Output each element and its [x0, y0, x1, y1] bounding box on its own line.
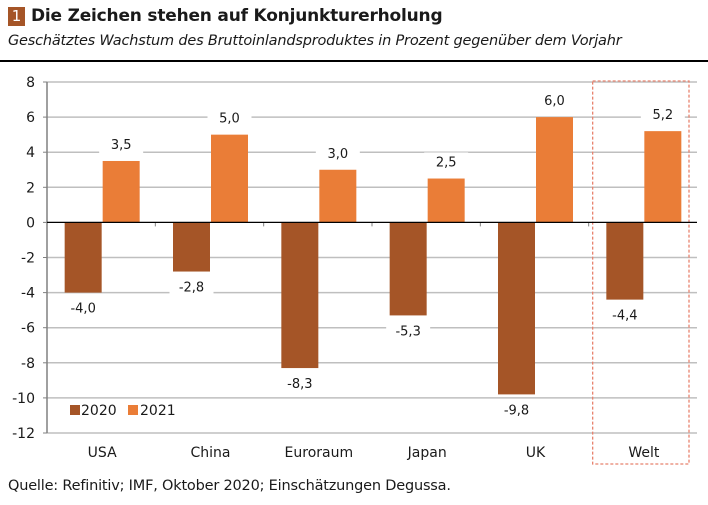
y-tick-labels: 8 6 4 2 0 -2 -4 -6 -8 -10 -12 — [12, 75, 35, 442]
header-divider — [0, 60, 708, 62]
data-label: 3,5 — [111, 138, 132, 153]
bar-2020-euroraum — [281, 222, 319, 369]
y-tick-label: 8 — [26, 75, 35, 91]
axes — [43, 81, 697, 434]
data-label: -9,8 — [504, 403, 529, 418]
data-label: -4,4 — [612, 309, 637, 324]
data-label-background — [602, 305, 647, 325]
chart-title: Die Zeichen stehen auf Konjunkturerholun… — [31, 6, 443, 26]
bar-2020-uk — [498, 222, 535, 395]
bar-2021-welt — [644, 131, 682, 223]
bar-2020-welt — [606, 222, 644, 300]
legend: 2020 2021 — [70, 403, 176, 419]
y-tick-label: -12 — [12, 426, 35, 442]
data-label-background — [277, 374, 322, 394]
highlight-box-group — [592, 80, 690, 465]
x-tick-label: UK — [526, 445, 546, 461]
y-tick-label: 4 — [26, 145, 35, 161]
x-tick-labels: USA China Euroraum Japan UK Welt — [88, 445, 660, 461]
bar-2021-japan — [427, 178, 465, 223]
bar-2020-china — [173, 222, 210, 272]
y-tick-label: 2 — [26, 180, 35, 196]
chart-subtitle: Geschätztes Wachstum des Bruttoinlandspr… — [8, 33, 622, 49]
legend-label-2020: 2020 — [81, 403, 117, 419]
data-label-background — [532, 91, 577, 111]
bar-2021-usa — [102, 160, 140, 223]
data-label: 6,0 — [544, 94, 565, 109]
data-label-background — [424, 152, 469, 172]
bar-2020-japan — [389, 222, 427, 316]
legend-swatch-2021 — [128, 405, 138, 415]
y-tick-label: -8 — [21, 356, 35, 372]
legend-swatch-2020 — [70, 405, 80, 415]
data-label-background — [640, 105, 685, 125]
data-label: 5,2 — [652, 108, 673, 123]
data-label: -8,3 — [287, 377, 312, 392]
data-label: -2,8 — [179, 281, 204, 296]
source-note: Quelle: Refinitiv; IMF, Oktober 2020; Ei… — [8, 478, 451, 494]
data-label-background — [207, 108, 252, 128]
y-tick-label: -2 — [21, 251, 35, 267]
bar-2021-euroraum — [319, 169, 357, 223]
figure-number-badge: 1 — [8, 6, 25, 26]
x-tick-label: USA — [88, 445, 117, 461]
x-tick-label: Euroraum — [285, 445, 354, 461]
x-tick-label: Welt — [628, 445, 660, 461]
data-label: 2,5 — [436, 156, 457, 171]
y-tick-label: -10 — [12, 391, 35, 407]
chart-header: 1 Die Zeichen stehen auf Konjunkturerhol… — [8, 6, 443, 26]
data-label: -5,3 — [395, 324, 420, 339]
bars — [64, 117, 682, 395]
highlight-box — [592, 80, 690, 465]
data-labels: -4,0 3,5 -2,8 5,0 -8,3 3,0 -5,3 2,5 -9,8 6,0 -4,4 5… — [61, 91, 685, 420]
data-label: 3,0 — [327, 147, 348, 162]
y-tick-label: 6 — [26, 110, 35, 126]
y-tick-label: -4 — [21, 286, 35, 302]
data-label-background — [386, 321, 431, 341]
data-label: 5,0 — [219, 112, 240, 127]
x-tick-label: China — [191, 445, 231, 461]
gridlines — [47, 81, 697, 434]
bar-2020-usa — [64, 222, 102, 293]
x-tick-label: Japan — [407, 445, 447, 461]
bar-2021-china — [211, 134, 248, 223]
y-tick-label: 0 — [26, 215, 35, 231]
data-label-background — [315, 143, 360, 163]
data-label-background — [169, 277, 214, 297]
legend-label-2021: 2021 — [140, 403, 176, 419]
data-label-background — [494, 400, 539, 420]
bar-2021-uk — [536, 117, 573, 223]
y-tick-label: -6 — [21, 321, 35, 337]
data-label-background — [61, 298, 106, 318]
data-label: -4,0 — [70, 302, 95, 317]
data-label-background — [99, 134, 144, 154]
